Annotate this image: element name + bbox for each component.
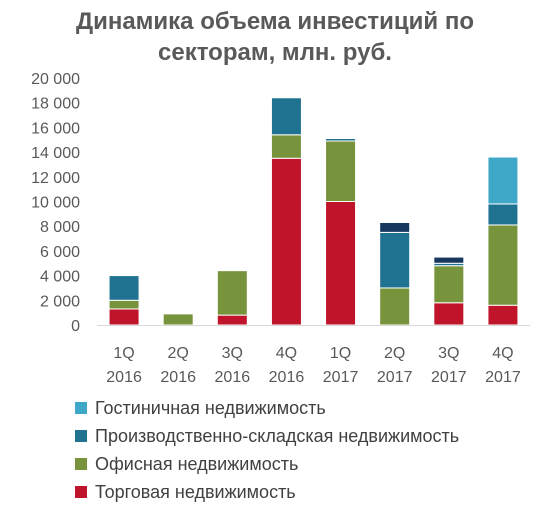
y-axis: 0 2 000 4 000 6 000 8 000 10 000 12 000 14 000 1… (31, 71, 80, 335)
legend-label-industrial: Производственно-складская недвижимость (95, 425, 460, 446)
x-tick-label: 2016 (215, 369, 251, 386)
bar-segment (325, 138, 357, 142)
x-tick-label: 1Q (330, 345, 351, 362)
bar-segment (433, 265, 465, 304)
x-tick-label: 3Q (222, 345, 243, 362)
legend-item-hotel: Гостиничная недвижимость (75, 394, 459, 422)
bar-segment (487, 203, 519, 226)
x-tick-label: 2017 (323, 369, 359, 386)
legend-item-industrial: Производственно-складская недвижимость (75, 422, 459, 450)
bar-segment (108, 308, 140, 326)
bar-segment (487, 224, 519, 306)
x-tick-label: 4Q (492, 345, 513, 362)
x-tick-label: 2016 (269, 369, 305, 386)
x-tick-label: 2Q (168, 345, 189, 362)
bar-segment (270, 157, 302, 326)
chart-title-line-2: секторам, млн. руб. (158, 39, 392, 66)
bar-segment (270, 97, 302, 136)
legend: Гостиничная недвижимость Производственно… (75, 394, 459, 506)
x-tick-label: 2017 (431, 369, 467, 386)
bar-segment (270, 134, 302, 159)
bar-segment (108, 275, 140, 301)
x-tick-label: 2017 (485, 369, 521, 386)
bar-segment (162, 313, 194, 326)
legend-swatch-office (75, 458, 87, 470)
chart-title-line-1: Динамика объема инвестиций по (75, 8, 475, 35)
legend-label-hotel: Гостиничная недвижимость (95, 397, 326, 418)
bar-segment (216, 270, 248, 316)
bar-segment (433, 302, 465, 326)
bar-segment (325, 201, 357, 326)
legend-swatch-hotel (75, 402, 87, 414)
x-tick-label: 2Q (384, 345, 405, 362)
y-tick-label: 10 000 (31, 195, 80, 212)
y-tick-label: 18 000 (31, 96, 80, 113)
legend-label-office: Офисная недвижимость (95, 453, 299, 474)
bar-segment (379, 231, 411, 289)
y-tick-label: 6 000 (40, 244, 80, 261)
y-tick-label: 4 000 (40, 269, 80, 286)
y-tick-label: 2 000 (40, 293, 80, 310)
bar-segment (487, 304, 519, 326)
y-tick-label: 16 000 (31, 120, 80, 137)
bar-segment (216, 314, 248, 326)
legend-item-office: Офисная недвижимость (75, 450, 459, 478)
legend-swatch-industrial (75, 430, 87, 442)
y-tick-label: 20 000 (31, 71, 80, 88)
x-tick-label: 2017 (377, 369, 413, 386)
legend-label-retail: Торговая недвижимость (95, 481, 296, 502)
y-tick-label: 14 000 (31, 145, 80, 162)
bar-segment (487, 156, 519, 205)
x-tick-label: 4Q (276, 345, 297, 362)
x-tick-label: 3Q (438, 345, 459, 362)
chart-title: Динамика объема инвестиций по секторам, … (0, 6, 550, 68)
bar-segment (379, 287, 411, 326)
bar-segment (379, 221, 411, 233)
legend-item-retail: Торговая недвижимость (75, 478, 459, 506)
y-tick-label: 0 (71, 318, 80, 335)
bar-segment (433, 256, 465, 264)
x-tick-label: 2016 (160, 369, 196, 386)
x-tick-label: 1Q (113, 345, 134, 362)
legend-swatch-retail (75, 486, 87, 498)
bar-segment (108, 299, 140, 310)
bar-segment (325, 140, 357, 202)
y-tick-label: 8 000 (40, 219, 80, 236)
y-tick-label: 12 000 (31, 170, 80, 187)
x-axis: 1Q 2016 2Q 2016 3Q 2016 4Q 2016 1Q 2017 2Q 2017 3Q 20… (97, 325, 530, 386)
bars-group (108, 97, 519, 326)
x-tick-label: 2016 (106, 369, 142, 386)
